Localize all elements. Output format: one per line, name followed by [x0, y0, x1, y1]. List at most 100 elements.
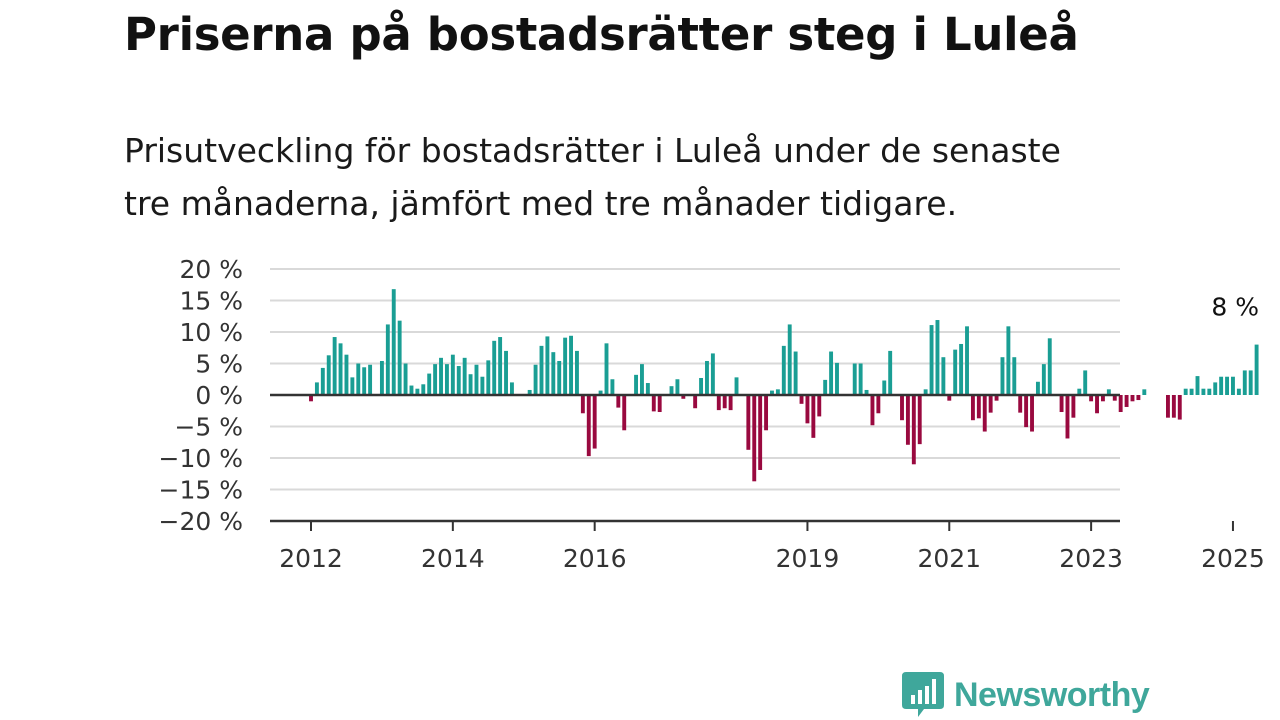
bar	[982, 395, 987, 432]
bar	[433, 364, 438, 395]
bar	[710, 353, 715, 395]
bar	[1077, 388, 1082, 395]
bar	[326, 355, 331, 395]
bar	[752, 395, 757, 482]
bar	[474, 364, 479, 395]
bar	[651, 395, 656, 412]
bar	[409, 385, 414, 395]
bar	[427, 373, 432, 395]
newsworthy-bar-chart-icon	[902, 672, 944, 717]
bar	[746, 395, 751, 450]
bar	[988, 395, 993, 413]
bar	[1106, 389, 1111, 395]
y-tick-label: 10 %	[179, 318, 243, 347]
bar	[1006, 326, 1011, 395]
bar	[645, 383, 650, 395]
bar	[338, 343, 343, 395]
bar	[598, 390, 603, 395]
bar	[498, 337, 503, 395]
bar	[858, 363, 863, 395]
bar	[450, 354, 455, 395]
bar	[799, 395, 804, 404]
bar	[1000, 357, 1005, 395]
bar	[444, 364, 449, 395]
bar	[634, 374, 638, 395]
bar	[835, 362, 839, 395]
chart-title: Priserna på bostadsrätter steg i Luleå	[124, 8, 1079, 61]
bar	[1183, 388, 1188, 395]
bar	[403, 363, 408, 395]
bar	[456, 366, 461, 395]
x-tick-label: 2019	[776, 544, 840, 573]
bar	[391, 289, 396, 395]
bar	[1130, 395, 1135, 402]
bar	[486, 360, 491, 395]
bar	[309, 395, 313, 402]
bar	[1236, 388, 1241, 395]
bar	[947, 395, 952, 401]
bar	[551, 352, 556, 395]
bar	[817, 395, 822, 417]
bar	[509, 382, 514, 395]
last-value-label: 8 %	[1211, 293, 1259, 322]
bar	[610, 379, 615, 395]
bar	[1177, 395, 1182, 420]
bar	[770, 390, 774, 395]
bar	[362, 367, 367, 395]
bar	[775, 389, 780, 395]
bar	[622, 395, 627, 431]
bar	[350, 377, 355, 395]
bar	[1041, 364, 1046, 395]
bar	[941, 357, 946, 395]
bar	[764, 395, 769, 431]
bar	[1248, 370, 1253, 395]
bar	[1035, 381, 1040, 395]
bar	[1095, 395, 1099, 414]
newsworthy-logo: Newsworthy	[902, 672, 1150, 718]
bar	[935, 320, 940, 395]
bar	[468, 374, 473, 395]
bar	[569, 335, 573, 395]
y-tick-label: −10 %	[159, 444, 243, 473]
bar	[728, 395, 733, 411]
bar	[699, 377, 704, 395]
bar	[1195, 376, 1200, 395]
bar	[923, 389, 928, 395]
bar	[586, 395, 591, 457]
bar	[557, 360, 562, 395]
bar	[539, 345, 544, 395]
bar	[592, 395, 597, 449]
bar	[870, 395, 875, 426]
x-tick-label: 2012	[279, 544, 343, 573]
bar	[976, 395, 981, 419]
bar	[1118, 395, 1123, 413]
bar	[811, 395, 816, 438]
y-tick-label: 20 %	[179, 255, 243, 284]
bar	[1171, 395, 1176, 418]
bar	[1030, 395, 1034, 432]
bar	[397, 320, 402, 395]
bar	[722, 395, 727, 409]
bar	[580, 395, 585, 414]
bar	[917, 395, 922, 445]
bar	[320, 367, 325, 395]
bar	[793, 351, 798, 395]
bar	[953, 349, 958, 395]
bar	[1142, 389, 1147, 395]
y-tick-label: 5 %	[195, 350, 243, 379]
bar	[462, 357, 467, 395]
bar	[876, 395, 881, 414]
bar	[1124, 395, 1129, 407]
bar	[1012, 357, 1017, 395]
bar	[356, 363, 361, 395]
x-tick-label: 2023	[1059, 544, 1123, 573]
bar	[421, 384, 426, 395]
bar	[1083, 370, 1088, 395]
x-tick-label: 2014	[421, 544, 485, 573]
bar	[787, 324, 792, 395]
bar	[379, 360, 384, 395]
bar	[1189, 388, 1194, 395]
bar	[616, 395, 621, 408]
bar	[1047, 338, 1052, 395]
